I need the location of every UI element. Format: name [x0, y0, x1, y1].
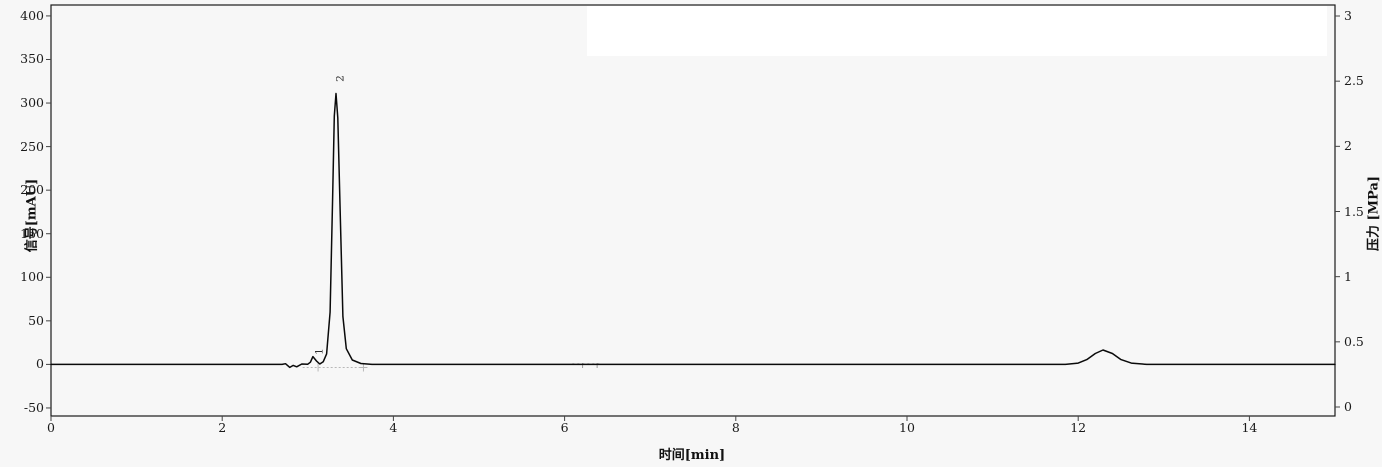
y-axis-left-tick-label: -50 — [23, 399, 44, 415]
y-axis-left-tick-label: 400 — [20, 7, 44, 23]
y-axis-left-tick-label: 300 — [20, 95, 44, 111]
y-axis-left-tick-label: 150 — [20, 225, 44, 241]
y-axis-right-tick-label: 0 — [1344, 399, 1352, 414]
y-axis-right-tick-label: 2.5 — [1344, 73, 1364, 89]
x-axis-title: 时间[min] — [658, 448, 726, 463]
y-axis-left-tick-label: 350 — [20, 51, 44, 67]
y-axis-left-tick-label: 0 — [36, 356, 44, 372]
y-axis-right-tick-label: 1.5 — [1344, 203, 1364, 219]
y-axis-right-tick-label: 0.5 — [1344, 333, 1364, 349]
plot-area — [50, 4, 1336, 417]
signal-trace — [50, 92, 1336, 369]
legend-blank-box — [587, 6, 1327, 56]
x-axis-tick-label: 2 — [218, 420, 227, 435]
y-axis-right-tick-label: 1 — [1344, 268, 1352, 284]
y-axis-left-tick-label: 100 — [20, 269, 44, 285]
y-axis-left-tick-label: 50 — [28, 312, 44, 328]
peak-2-label: 2 — [334, 75, 347, 82]
y-axis-left-tick-label: 200 — [20, 182, 44, 198]
y-axis-right-tick-label: 2 — [1344, 138, 1352, 154]
x-axis-tick-label: 4 — [389, 420, 398, 435]
x-axis-tick-label: 10 — [899, 420, 915, 435]
peak-1-label: 1 — [313, 348, 326, 355]
x-axis-tick-label: 6 — [560, 420, 569, 435]
x-axis-tick-label: 0 — [47, 420, 55, 435]
x-axis-tick-label: 14 — [1241, 420, 1258, 435]
x-axis-tick-label: 12 — [1070, 420, 1087, 435]
y-axis-left-tick-label: 250 — [20, 138, 44, 154]
x-axis-tick-label: 8 — [731, 420, 740, 435]
y-axis-right-tick-label: 3 — [1344, 8, 1352, 23]
y-axis-right-title: 压力 [MPa] — [1366, 175, 1382, 252]
